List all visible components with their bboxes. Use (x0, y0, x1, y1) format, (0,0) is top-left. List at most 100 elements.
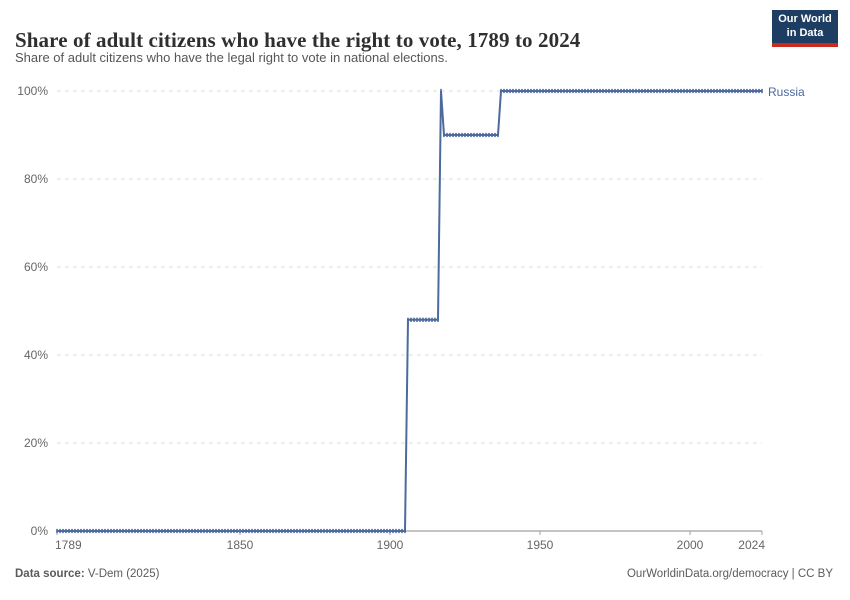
data-point-marker (395, 528, 397, 534)
data-point-marker (500, 88, 502, 94)
data-point-marker (548, 88, 550, 94)
data-point-marker (281, 528, 283, 534)
data-point-marker (131, 528, 133, 534)
data-point-marker (629, 88, 631, 94)
x-tick-label-2024: 2024 (738, 538, 765, 552)
data-point-marker (221, 528, 223, 534)
data-point-marker (506, 88, 508, 94)
data-point-marker (137, 528, 139, 534)
data-point-marker (86, 528, 88, 534)
data-point-marker (422, 317, 424, 322)
data-point-marker (407, 317, 409, 322)
data-point-marker (392, 528, 394, 534)
data-point-marker (215, 528, 217, 534)
data-point-marker (668, 88, 670, 94)
data-point-marker (458, 132, 460, 138)
data-point-marker (113, 528, 115, 534)
data-point-marker (266, 528, 268, 534)
data-point-marker (74, 528, 76, 534)
data-point-marker (239, 528, 241, 534)
data-point-marker (254, 528, 256, 534)
data-point-marker (80, 528, 82, 534)
data-point-marker (707, 88, 709, 94)
data-point-marker (665, 88, 667, 94)
data-point-marker (308, 528, 310, 534)
x-tick-label-1789: 1789 (55, 538, 82, 552)
data-point-marker (746, 88, 748, 94)
data-point-marker (533, 88, 535, 94)
owid-logo-line2: in Data (786, 26, 824, 39)
data-point-marker (446, 132, 448, 138)
data-point-marker (545, 88, 547, 94)
data-point-marker (251, 528, 253, 534)
data-point-marker (329, 528, 331, 534)
data-point-marker (68, 528, 70, 534)
data-point-marker (419, 317, 421, 322)
x-tick-label-2000: 2000 (677, 538, 704, 552)
data-point-marker (719, 88, 721, 94)
data-point-marker (143, 528, 145, 534)
data-point-marker (509, 88, 511, 94)
data-point-marker (539, 88, 541, 94)
data-point-marker (599, 88, 601, 94)
x-tick-label-1900: 1900 (377, 538, 404, 552)
data-point-marker (590, 88, 592, 94)
data-point-marker (248, 528, 250, 534)
data-point-marker (578, 88, 580, 94)
data-point-marker (146, 528, 148, 534)
x-tick-label-1950: 1950 (527, 538, 554, 552)
data-point-marker (98, 528, 100, 534)
data-point-marker (311, 528, 313, 534)
data-point-marker (518, 88, 520, 94)
data-point-marker (440, 88, 442, 94)
data-point-marker (605, 88, 607, 94)
data-point-marker (611, 88, 613, 94)
chart-subtitle: Share of adult citizens who have the leg… (15, 50, 448, 65)
data-point-marker (92, 528, 94, 534)
data-point-marker (245, 528, 247, 534)
data-point-marker (683, 88, 685, 94)
data-point-marker (206, 528, 208, 534)
chart-footer: Data source: V-Dem (2025) OurWorldinData… (15, 568, 833, 580)
data-point-marker (437, 317, 439, 322)
data-point-marker (581, 88, 583, 94)
data-point-marker (170, 528, 172, 534)
data-point-marker (59, 528, 61, 534)
data-point-marker (416, 317, 418, 322)
data-point-marker (71, 528, 73, 534)
owid-license-link[interactable]: OurWorldinData.org/democracy | CC BY (626, 568, 833, 580)
data-point-marker (353, 528, 355, 534)
series-label-russia[interactable]: Russia (768, 85, 805, 99)
data-point-marker (218, 528, 220, 534)
data-point-marker (380, 528, 382, 534)
data-point-marker (479, 132, 481, 138)
data-point-marker (626, 88, 628, 94)
data-point-marker (569, 88, 571, 94)
data-point-marker (680, 88, 682, 94)
data-point-marker (119, 528, 121, 534)
data-point-marker (77, 528, 79, 534)
owid-logo[interactable]: Our World in Data (772, 10, 838, 47)
data-point-marker (212, 528, 214, 534)
data-point-marker (467, 132, 469, 138)
data-point-marker (566, 88, 568, 94)
data-point-marker (434, 317, 436, 322)
data-point-marker (623, 88, 625, 94)
data-point-marker (404, 528, 406, 534)
data-point-marker (551, 88, 553, 94)
data-point-marker (278, 528, 280, 534)
data-point-marker (374, 528, 376, 534)
data-point-marker (152, 528, 154, 534)
y-tick-label-80: 80% (24, 172, 48, 186)
data-point-marker (65, 528, 67, 534)
data-point-marker (62, 528, 64, 534)
data-point-marker (659, 88, 661, 94)
data-point-marker (224, 528, 226, 534)
data-point-marker (617, 88, 619, 94)
data-point-marker (443, 132, 445, 138)
data-point-marker (410, 317, 412, 322)
data-point-marker (524, 88, 526, 94)
y-tick-label-20: 20% (24, 436, 48, 450)
